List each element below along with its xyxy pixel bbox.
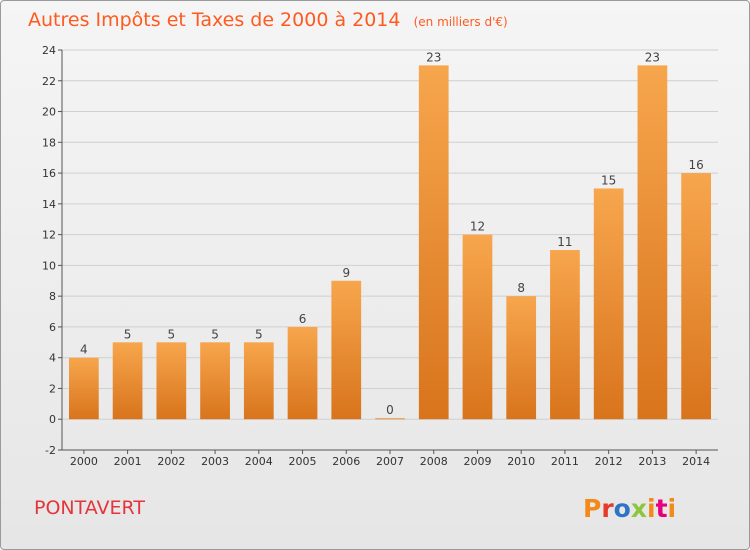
bar-2003 xyxy=(200,342,230,420)
bar-2000 xyxy=(68,357,99,420)
y-tick-label: 24 xyxy=(42,44,56,57)
bar-2013 xyxy=(637,65,668,420)
x-tick-label-2002: 2002 xyxy=(157,455,185,468)
logo-letter: r xyxy=(601,494,614,523)
x-tick-label-2012: 2012 xyxy=(595,455,623,468)
x-tick-label-2005: 2005 xyxy=(289,455,317,468)
x-tick-label-2009: 2009 xyxy=(463,455,491,468)
value-label-2013: 23 xyxy=(645,50,660,64)
x-tick-label-2004: 2004 xyxy=(245,455,273,468)
x-tick-label-2003: 2003 xyxy=(201,455,229,468)
x-tick-label-2010: 2010 xyxy=(507,455,535,468)
x-tick-label-2001: 2001 xyxy=(114,455,142,468)
y-tick-label: 14 xyxy=(42,198,56,211)
y-tick-label: 0 xyxy=(49,413,56,426)
place-name: PONTAVERT xyxy=(34,497,145,519)
bar-2002 xyxy=(156,342,187,420)
y-tick-label: 2 xyxy=(49,382,56,395)
value-label-2003: 5 xyxy=(211,327,219,341)
value-label-2005: 6 xyxy=(299,312,307,326)
x-tick-label-2011: 2011 xyxy=(551,455,579,468)
value-label-2007: 0 xyxy=(386,403,394,417)
bar-2009 xyxy=(462,234,493,420)
value-label-2006: 9 xyxy=(342,266,350,280)
proxiti-logo: Proxiti xyxy=(583,494,676,523)
y-tick-label: 10 xyxy=(42,259,56,272)
value-label-2001: 5 xyxy=(124,327,132,341)
bar-2001 xyxy=(112,342,143,420)
y-tick-label: 6 xyxy=(49,321,56,334)
bar-2007 xyxy=(375,418,405,420)
y-tick-label: 12 xyxy=(42,229,56,242)
logo-letter: x xyxy=(631,494,647,523)
y-tick-label: 16 xyxy=(42,167,56,180)
x-tick-label-2000: 2000 xyxy=(70,455,98,468)
bar-2008 xyxy=(418,65,449,420)
value-label-2002: 5 xyxy=(168,327,176,341)
y-tick-label: 20 xyxy=(42,106,56,119)
logo-letter: i xyxy=(647,494,656,523)
logo-letter: o xyxy=(614,494,631,523)
logo-letter: P xyxy=(583,494,601,523)
y-tick-label: 8 xyxy=(49,290,56,303)
bar-2012 xyxy=(593,188,624,420)
x-tick-label-2008: 2008 xyxy=(420,455,448,468)
chart-title: Autres Impôts et Taxes de 2000 à 2014 (e… xyxy=(28,9,508,31)
value-label-2009: 12 xyxy=(470,220,485,234)
chart-unit: (en milliers d'€) xyxy=(414,15,508,29)
chart-title-main: Autres Impôts et Taxes de 2000 à 2014 xyxy=(28,9,401,31)
value-label-2004: 5 xyxy=(255,327,263,341)
bar-2011 xyxy=(550,250,580,420)
y-tick-label: 22 xyxy=(42,75,56,88)
x-tick-label-2006: 2006 xyxy=(332,455,360,468)
bar-2010 xyxy=(506,296,537,420)
value-label-2011: 11 xyxy=(557,235,572,249)
value-label-2008: 23 xyxy=(426,50,441,64)
value-label-2014: 16 xyxy=(688,158,703,172)
x-tick-label-2013: 2013 xyxy=(638,455,666,468)
logo-letter: i xyxy=(668,494,677,523)
x-tick-label-2014: 2014 xyxy=(682,455,710,468)
y-tick-label: 4 xyxy=(49,352,56,365)
bar-2006 xyxy=(331,280,362,420)
logo-letter: t xyxy=(656,494,668,523)
bar-2005 xyxy=(287,326,318,420)
x-tick-label-2007: 2007 xyxy=(376,455,404,468)
bars xyxy=(68,65,712,420)
y-tick-label: -2 xyxy=(45,444,56,457)
value-label-2010: 8 xyxy=(517,281,525,295)
value-label-2012: 15 xyxy=(601,173,616,187)
value-label-2000: 4 xyxy=(80,343,88,357)
y-tick-label: 18 xyxy=(42,136,56,149)
bar-2014 xyxy=(681,173,712,420)
value-labels: 4 5 5 5 5 6 9 0 23 12 8 11 15 23 16 xyxy=(80,50,704,417)
bar-2004 xyxy=(243,342,274,420)
